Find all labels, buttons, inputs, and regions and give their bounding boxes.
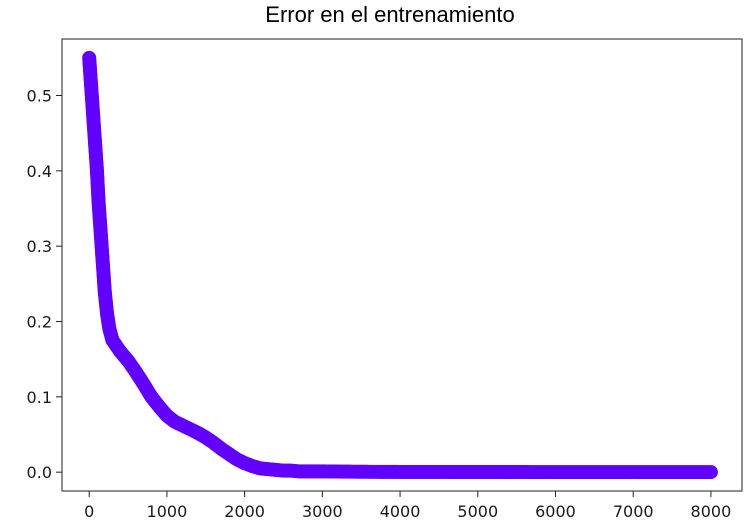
x-tick-label: 2000 [224,502,265,521]
y-tick-label: 0.2 [27,313,52,332]
x-tick-label: 6000 [535,502,576,521]
y-tick-label: 0.4 [27,162,52,181]
y-tick-label: 0.3 [27,237,52,256]
y-tick-label: 0.1 [27,388,52,407]
plot-frame [61,38,743,492]
data-marks [82,50,718,480]
x-tick-label: 3000 [302,502,343,521]
y-tick-label: 0.0 [27,463,52,482]
x-axis: 0 1000 2000 3000 4000 5000 6000 7000 8000 [84,491,731,521]
x-tick-label: 5000 [457,502,498,521]
x-tick-label: 8000 [691,502,732,521]
y-tick-label: 0.5 [27,87,52,106]
y-axis: 0.0 0.1 0.2 0.3 0.4 0.5 [27,87,62,482]
data-point [703,465,718,480]
x-tick-label: 1000 [147,502,188,521]
x-tick-label: 0 [84,502,94,521]
chart-title: Error en el entrenamiento [265,2,514,27]
x-tick-label: 7000 [613,502,654,521]
x-tick-label: 4000 [380,502,421,521]
